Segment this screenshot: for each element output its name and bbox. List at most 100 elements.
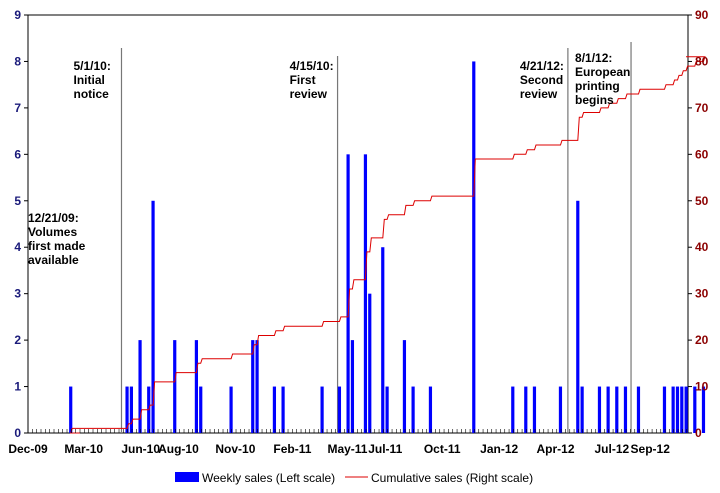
annotation-text: begins bbox=[575, 93, 614, 107]
weekly-sales-bar bbox=[693, 386, 697, 433]
right-tick-label: 40 bbox=[695, 240, 709, 254]
weekly-sales-bar bbox=[428, 386, 433, 433]
annotation-text: notice bbox=[73, 87, 109, 101]
left-tick-label: 2 bbox=[14, 333, 21, 347]
weekly-sales-bar bbox=[251, 340, 255, 433]
weekly-sales-bar bbox=[684, 386, 688, 433]
weekly-sales-bar bbox=[129, 386, 133, 433]
weekly-sales-bar bbox=[194, 340, 199, 433]
weekly-sales-bar bbox=[615, 386, 619, 433]
x-tick-label: Jul-12 bbox=[595, 442, 630, 456]
annotation-text: European bbox=[575, 65, 630, 79]
annotation-text: First bbox=[290, 73, 316, 87]
weekly-sales-bar bbox=[337, 386, 342, 433]
annotation-text: 5/1/10: bbox=[73, 59, 110, 73]
x-tick-label: Feb-11 bbox=[273, 442, 311, 456]
right-tick-label: 90 bbox=[695, 8, 709, 22]
weekly-sales-bar bbox=[199, 386, 203, 433]
right-tick-label: 30 bbox=[695, 287, 709, 301]
x-tick-label: Jun-10 bbox=[121, 442, 160, 456]
weekly-sales-bar bbox=[472, 61, 476, 433]
x-tick-label: Mar-10 bbox=[64, 442, 103, 456]
x-tick-label: Oct-11 bbox=[424, 442, 461, 456]
weekly-sales-bar bbox=[671, 386, 675, 433]
weekly-sales-bar bbox=[680, 386, 684, 433]
weekly-sales-bar bbox=[580, 386, 584, 433]
x-tick-label: May-11 bbox=[327, 442, 367, 456]
x-tick-label: Jan-12 bbox=[480, 442, 518, 456]
left-tick-label: 3 bbox=[14, 287, 21, 301]
annotation-text: 4/15/10: bbox=[290, 59, 334, 73]
weekly-sales-bar bbox=[524, 386, 528, 433]
weekly-sales-bar bbox=[151, 200, 155, 433]
weekly-sales-bar bbox=[173, 340, 177, 433]
left-tick-label: 7 bbox=[14, 101, 21, 115]
x-tick-label: Nov-10 bbox=[215, 442, 255, 456]
legend: Weekly sales (Left scale) Cumulative sal… bbox=[175, 471, 533, 485]
weekly-sales-bar bbox=[272, 386, 277, 433]
left-tick-label: 9 bbox=[14, 8, 21, 22]
weekly-sales-bar bbox=[125, 386, 129, 433]
weekly-sales-bar bbox=[558, 386, 563, 433]
annotation-vlines bbox=[120, 42, 632, 433]
weekly-sales-bar bbox=[368, 293, 372, 433]
right-axis-ticks: 0 10 20 30 40 50 60 70 80 90 bbox=[688, 8, 709, 440]
weekly-sales-bar bbox=[381, 247, 385, 433]
weekly-sales-bar bbox=[511, 386, 515, 433]
right-tick-label: 60 bbox=[695, 147, 709, 161]
x-tick-label: Dec-09 bbox=[8, 442, 48, 456]
annotation-text: 4/21/12: bbox=[520, 59, 564, 73]
annotation-text: Volumes bbox=[28, 225, 77, 239]
weekly-sales-bar bbox=[363, 154, 368, 434]
annotation-text: available bbox=[28, 253, 79, 267]
weekly-sales-bar bbox=[346, 154, 350, 434]
weekly-sales-bar bbox=[229, 386, 233, 433]
weekly-sales-bar bbox=[532, 386, 537, 433]
left-tick-label: 4 bbox=[14, 240, 21, 254]
annotation-text: first made bbox=[28, 239, 86, 253]
legend-swatch-weekly bbox=[175, 472, 199, 482]
weekly-sales-bar bbox=[281, 386, 285, 433]
right-tick-label: 50 bbox=[695, 194, 709, 208]
annotation-text: Second bbox=[520, 73, 563, 87]
weekly-sales-bar bbox=[636, 386, 641, 433]
annotation-text: 12/21/09: bbox=[28, 211, 79, 225]
annotation-text: printing bbox=[575, 79, 620, 93]
weekly-sales-bar bbox=[597, 386, 602, 433]
weekly-sales-bar bbox=[69, 386, 73, 433]
left-tick-label: 6 bbox=[14, 147, 21, 161]
weekly-sales-bar bbox=[662, 386, 667, 433]
right-tick-label: 20 bbox=[695, 333, 709, 347]
weekly-sales-bars bbox=[69, 61, 706, 434]
x-tick-label: Aug-10 bbox=[158, 442, 199, 456]
weekly-sales-bar bbox=[385, 386, 389, 433]
x-tick-label: Sep-12 bbox=[631, 442, 671, 456]
weekly-sales-bar bbox=[320, 386, 324, 433]
weekly-sales-bar bbox=[411, 386, 415, 433]
x-tick-label: Apr-12 bbox=[536, 442, 574, 456]
left-tick-label: 8 bbox=[14, 54, 21, 68]
weekly-sales-bar bbox=[350, 340, 355, 433]
weekly-sales-bar bbox=[675, 386, 680, 433]
weekly-sales-bar bbox=[255, 340, 259, 433]
left-axis-ticks: 0 1 2 3 4 5 6 7 8 9 bbox=[14, 8, 28, 440]
weekly-sales-bar bbox=[138, 340, 142, 433]
cumulative-sales-line bbox=[70, 56, 706, 434]
weekly-sales-bar bbox=[606, 386, 610, 433]
x-minor-ticks bbox=[27, 429, 688, 433]
annotation-text: review bbox=[290, 87, 328, 101]
weekly-sales-bar bbox=[576, 200, 580, 433]
x-tick-label: Jul-11 bbox=[368, 442, 402, 456]
right-tick-label: 70 bbox=[695, 101, 709, 115]
weekly-sales-bar bbox=[623, 386, 628, 433]
annotation-text: 8/1/12: bbox=[575, 51, 612, 65]
right-tick-label: 80 bbox=[695, 54, 709, 68]
legend-label-weekly: Weekly sales (Left scale) bbox=[202, 471, 335, 485]
weekly-sales-bar bbox=[701, 386, 706, 433]
annotation-text: Initial bbox=[73, 73, 104, 87]
left-tick-label: 0 bbox=[14, 426, 21, 440]
annotation-text: review bbox=[520, 87, 558, 101]
